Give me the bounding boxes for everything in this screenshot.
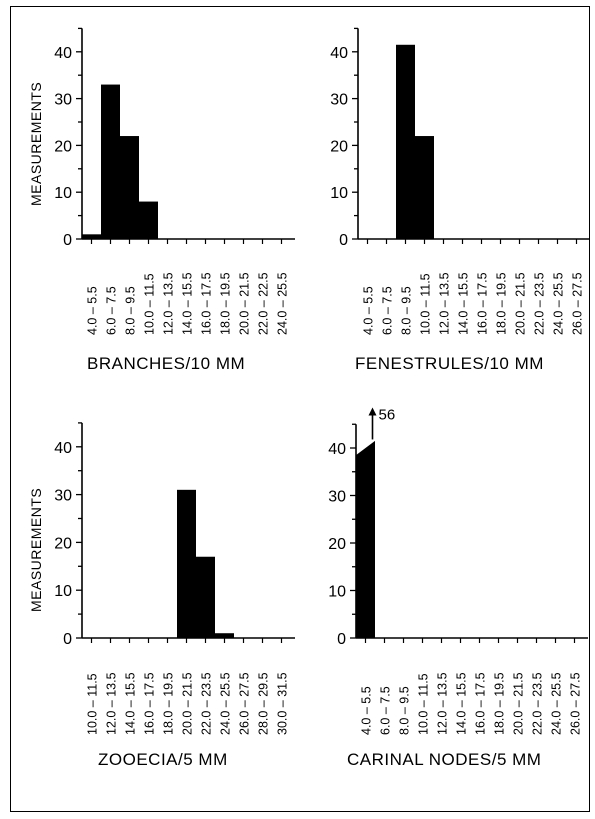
y-tick-label: 20 (328, 536, 346, 553)
category-label: 14.0 – 15.5 (455, 672, 469, 735)
category-label: 16.0 – 17.5 (143, 672, 157, 735)
y-tick-label: 30 (328, 489, 346, 506)
fenestrules-chart-svg: 0 10 20 30 40 4.0 – 5.5 6.0 – 7.5 8.0 – 9.5 10.0… (330, 27, 590, 335)
category-label: 8.0 – 9.5 (398, 686, 412, 735)
category-label: 20.0 – 21.5 (238, 272, 252, 335)
category-label: 6.0 – 7.5 (381, 286, 395, 335)
y-tick-label: 0 (337, 631, 346, 648)
y-tick-label: 30 (54, 488, 72, 505)
annotation-label: 56 (379, 406, 396, 423)
category-label: 10.0 – 11.5 (417, 673, 431, 735)
bar (396, 44, 415, 239)
category-label: 8.0 – 9.5 (400, 286, 414, 335)
figure-frame (10, 6, 590, 812)
bar (196, 556, 215, 638)
category-label: 28.0 – 29.5 (257, 672, 271, 735)
chart-title: BRANCHES/10 MM (87, 354, 246, 373)
category-label: 16.0 – 17.5 (474, 672, 488, 735)
y-tick-label: 0 (63, 631, 72, 648)
y-tick-label: 20 (330, 138, 348, 155)
category-label: 4.0 – 5.5 (362, 286, 376, 335)
y-tick-label: 40 (54, 45, 72, 62)
y-tick-label: 40 (328, 441, 346, 458)
y-tick-label: 20 (54, 138, 72, 155)
category-label: 26.0 – 27.5 (569, 672, 583, 735)
category-label: 16.0 – 17.5 (200, 272, 214, 335)
carinal-nodes-histogram: 0 10 20 30 40 4.0 – 5.5 6.0 – 7.5 8.0 – 9.5 10.0… (300, 400, 595, 819)
branches-chart-svg: 0 10 20 30 40 4.0 – 5.5 6.0 – 7.5 8.0 – 9.5 10.0… (54, 27, 295, 335)
category-label: 14.0 – 15.5 (124, 672, 138, 735)
category-label: 24.0 – 25.5 (552, 272, 566, 335)
category-label: 16.0 – 17.5 (476, 272, 490, 335)
y-tick-label: 30 (330, 92, 348, 109)
bar (101, 84, 120, 239)
bar (215, 633, 234, 638)
category-label: 20.0 – 21.5 (514, 272, 528, 335)
chart-title: ZOOECIA/5 MM (98, 750, 228, 769)
category-label: 6.0 – 7.5 (379, 686, 393, 735)
bar-truncated (356, 440, 375, 638)
bar (139, 201, 158, 239)
category-label: 12.0 – 13.5 (436, 672, 450, 735)
bar (415, 136, 434, 239)
category-label: 24.0 – 25.5 (276, 272, 290, 335)
category-label: 10.0 – 11.5 (419, 273, 433, 335)
category-label: 18.0 – 19.5 (493, 672, 507, 735)
category-label: 10.0 – 11.5 (143, 273, 157, 335)
category-label: 12.0 – 13.5 (105, 672, 119, 735)
y-tick-label: 0 (339, 232, 348, 249)
category-label: 30.0 – 31.5 (276, 672, 290, 735)
y-tick-label: 20 (54, 535, 72, 552)
y-tick-label: 10 (328, 584, 346, 601)
bar (177, 489, 196, 638)
category-label: 20.0 – 21.5 (181, 672, 195, 735)
category-label: 8.0 – 9.5 (124, 286, 138, 335)
category-label: 14.0 – 15.5 (457, 272, 471, 335)
category-label: 24.0 – 25.5 (219, 672, 233, 735)
y-tick-label: 10 (54, 185, 72, 202)
y-tick-label: 0 (63, 232, 72, 249)
y-tick-label: 10 (54, 583, 72, 600)
category-label: 22.0 – 23.5 (531, 672, 545, 735)
category-label: 22.0 – 22.5 (257, 272, 271, 335)
category-label: 18.0 – 19.5 (495, 272, 509, 335)
zooecia-histogram: MEASUREMENTS 0 10 20 30 40 10.0 – 11.5 12.0 – … (0, 400, 300, 819)
category-label: 4.0 – 5.5 (86, 286, 100, 335)
y-tick-label: 10 (330, 185, 348, 202)
bar (82, 234, 101, 239)
y-tick-label: 30 (54, 92, 72, 109)
y-tick-label: 40 (330, 45, 348, 62)
category-label: 22.0 – 23.5 (200, 672, 214, 735)
category-label: 10.0 – 11.5 (86, 673, 100, 735)
fenestrules-histogram: 0 10 20 30 40 4.0 – 5.5 6.0 – 7.5 8.0 – 9.5 10.0… (300, 0, 595, 400)
category-label: 14.0 – 15.5 (181, 272, 195, 335)
category-label: 24.0 – 25.5 (550, 672, 564, 735)
bar (120, 136, 139, 239)
branches-histogram: MEASUREMENTS 0 10 20 30 40 4.0 – 5.5 6.0 – 7.5… (0, 0, 300, 400)
zooecia-chart-svg: 0 10 20 30 40 10.0 – 11.5 12.0 – 13.5 14.0 – 15… (54, 422, 295, 735)
carinal-nodes-chart-svg: 0 10 20 30 40 4.0 – 5.5 6.0 – 7.5 8.0 – 9.5 10.0… (328, 406, 588, 735)
category-label: 6.0 – 7.5 (105, 286, 119, 335)
category-label: 26.0 – 27.5 (571, 272, 585, 335)
annotation-arrowhead (368, 407, 377, 416)
category-label: 18.0 – 19.5 (219, 272, 233, 335)
category-label: 20.0 – 21.5 (512, 672, 526, 735)
category-label: 12.0 – 13.5 (438, 272, 452, 335)
chart-title: FENESTRULES/10 MM (355, 354, 544, 373)
category-label: 26.0 – 27.5 (238, 672, 252, 735)
category-label: 18.0 – 19.5 (162, 672, 176, 735)
category-label: 12.0 – 13.5 (162, 272, 176, 335)
category-label: 4.0 – 5.5 (360, 686, 374, 735)
y-tick-label: 40 (54, 440, 72, 457)
category-label: 22.0 – 23.5 (533, 272, 547, 335)
chart-title: CARINAL NODES/5 MM (347, 750, 542, 769)
